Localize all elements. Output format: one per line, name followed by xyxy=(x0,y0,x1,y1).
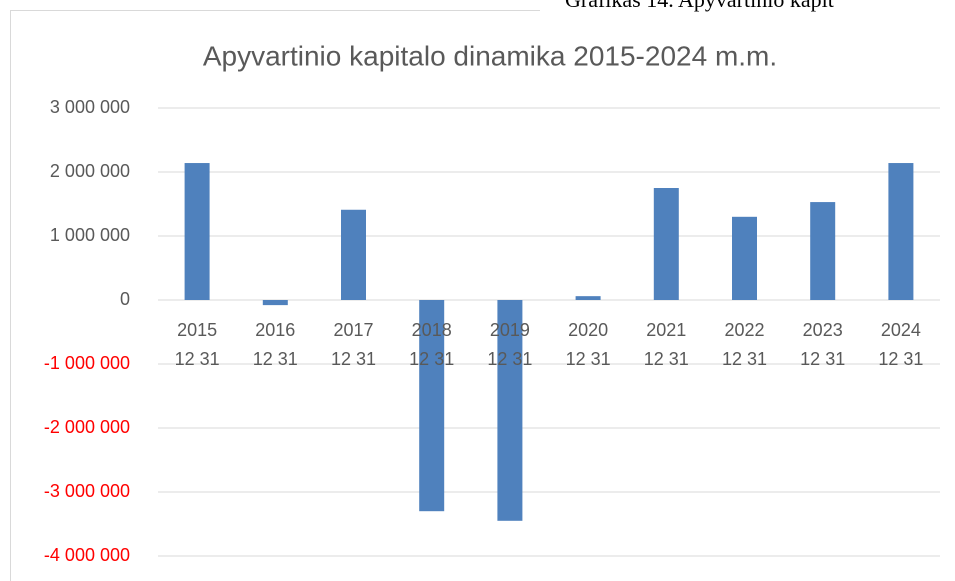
x-tick-label: 2019 xyxy=(490,320,530,340)
y-tick-label: 1 000 000 xyxy=(50,225,130,245)
caption: Grafikas 14. Apyvartinio kapit xyxy=(565,0,834,12)
x-tick-label: 2022 xyxy=(724,320,764,340)
bar xyxy=(810,202,836,300)
bar xyxy=(341,209,366,300)
x-tick-label: 12 31 xyxy=(253,349,298,369)
chart-title: Apyvartinio kapitalo dinamika 2015-2024 … xyxy=(203,40,777,71)
x-tick-label: 12 31 xyxy=(487,349,532,369)
y-tick-label: 2 000 000 xyxy=(50,161,130,181)
x-tick-label: 2015 xyxy=(177,320,217,340)
chart-border xyxy=(10,10,955,581)
x-tick-label: 2016 xyxy=(255,320,295,340)
y-tick-label: -4 000 000 xyxy=(44,545,130,565)
x-tick-label: 2021 xyxy=(646,320,686,340)
bar xyxy=(653,188,679,300)
y-tick-label: -3 000 000 xyxy=(44,481,130,501)
x-tick-label: 12 31 xyxy=(409,349,454,369)
x-tick-label: 12 31 xyxy=(331,349,376,369)
y-tick-label: -1 000 000 xyxy=(44,353,130,373)
bar xyxy=(575,296,601,300)
x-tick-label: 12 31 xyxy=(878,349,923,369)
caption-bg xyxy=(540,0,955,12)
y-tick-label: 0 xyxy=(120,289,130,309)
x-tick-label: 12 31 xyxy=(644,349,689,369)
y-tick-label: 3 000 000 xyxy=(50,97,130,117)
bar xyxy=(184,163,210,300)
x-tick-label: 12 31 xyxy=(722,349,767,369)
bar xyxy=(888,163,914,300)
x-tick-label: 2017 xyxy=(333,320,373,340)
x-tick-label: 12 31 xyxy=(566,349,611,369)
bar xyxy=(497,300,523,521)
bar xyxy=(262,300,288,306)
bar xyxy=(419,300,445,512)
y-tick-label: -2 000 000 xyxy=(44,417,130,437)
x-tick-label: 12 31 xyxy=(800,349,845,369)
x-tick-label: 2024 xyxy=(881,320,921,340)
bar xyxy=(732,216,757,300)
x-tick-label: 12 31 xyxy=(175,349,220,369)
x-tick-label: 2023 xyxy=(803,320,843,340)
x-tick-label: 2020 xyxy=(568,320,608,340)
x-tick-label: 2018 xyxy=(412,320,452,340)
